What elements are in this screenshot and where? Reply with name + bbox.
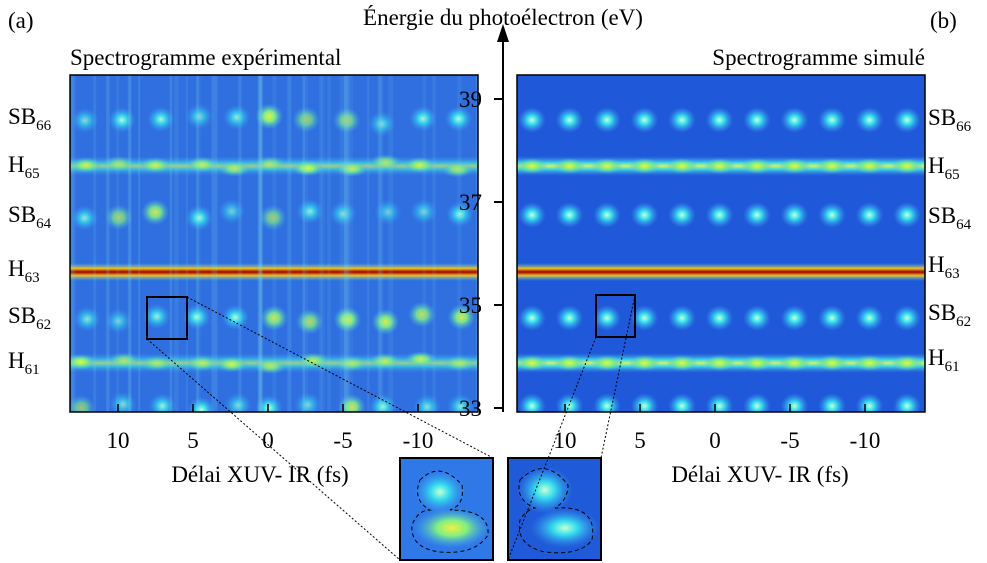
- energy-axis-label: Énergie du photoélectron (eV): [363, 5, 643, 30]
- panel-label: (a): [8, 8, 34, 33]
- peak-name: SB: [928, 203, 956, 228]
- peak-name: SB: [8, 303, 36, 328]
- experimental-map: [70, 75, 478, 412]
- peak-name: SB: [8, 104, 36, 129]
- peak-order: 65: [25, 166, 40, 182]
- panel-frame: [69, 74, 479, 413]
- zoom-lines: [146, 294, 636, 561]
- peak-name: H: [928, 153, 945, 178]
- x-tick-label: -5: [333, 428, 352, 453]
- peak-name: H: [928, 345, 945, 370]
- peak-label: SB64: [928, 203, 972, 233]
- peak-label: SB64: [8, 202, 52, 232]
- x-tick-label: 0: [709, 428, 721, 453]
- peak-name: H: [8, 256, 25, 281]
- panel-title: Spectrogramme simulé: [712, 45, 925, 70]
- panel-frame: [516, 74, 926, 413]
- peak-order: 62: [956, 314, 971, 330]
- tick-label: 33: [459, 396, 482, 421]
- peak-label: H61: [8, 348, 40, 378]
- peak-label: H63: [928, 252, 960, 282]
- panel-title: Spectrogramme expérimental: [70, 45, 341, 70]
- x-tick-label: -10: [403, 428, 434, 453]
- peak-label: SB66: [928, 105, 972, 135]
- peak-label: H61: [928, 345, 960, 375]
- peak-order: 64: [36, 216, 52, 232]
- peak-order: 64: [956, 217, 972, 233]
- peak-name: H: [8, 152, 25, 177]
- peak-order: 65: [945, 167, 960, 183]
- peak-name: SB: [8, 202, 36, 227]
- zoom-box: [146, 296, 188, 340]
- peak-label: H65: [928, 153, 960, 183]
- peak-order: 61: [945, 359, 960, 375]
- peak-order: 63: [945, 266, 960, 282]
- peak-order: 61: [25, 362, 40, 378]
- peak-label: SB62: [928, 300, 971, 330]
- peak-order: 62: [36, 317, 51, 333]
- x-tick-label: 0: [262, 428, 274, 453]
- peak-label: H65: [8, 152, 40, 182]
- tick-label: 35: [459, 293, 482, 318]
- x-tick-label: 5: [187, 428, 199, 453]
- simulated-map: [517, 75, 925, 412]
- tick-label: 37: [459, 190, 482, 215]
- peak-name: H: [928, 252, 945, 277]
- peak-label: SB66: [8, 104, 52, 134]
- peak-name: H: [8, 348, 25, 373]
- x-tick-label: 5: [634, 428, 646, 453]
- panel-label: (b): [930, 8, 957, 33]
- x-tick-label: 10: [107, 428, 130, 453]
- peak-label: H63: [8, 256, 40, 286]
- inset-b: [507, 457, 602, 561]
- peak-order: 63: [25, 270, 40, 286]
- peak-label: SB62: [8, 303, 51, 333]
- tick-label: 39: [459, 87, 482, 112]
- zoom-box: [595, 294, 636, 338]
- x-axis-label: Délai XUV- IR (fs): [171, 462, 348, 487]
- x-tick-label: 10: [554, 428, 577, 453]
- peak-name: SB: [928, 105, 956, 130]
- peak-name: SB: [928, 300, 956, 325]
- peak-order: 66: [956, 119, 972, 135]
- x-tick-label: -10: [850, 428, 881, 453]
- inset-a: [399, 457, 494, 561]
- x-tick-label: -5: [780, 428, 799, 453]
- axis-arrow: [497, 24, 509, 42]
- x-axis-label: Délai XUV- IR (fs): [671, 462, 848, 487]
- peak-order: 66: [36, 118, 52, 134]
